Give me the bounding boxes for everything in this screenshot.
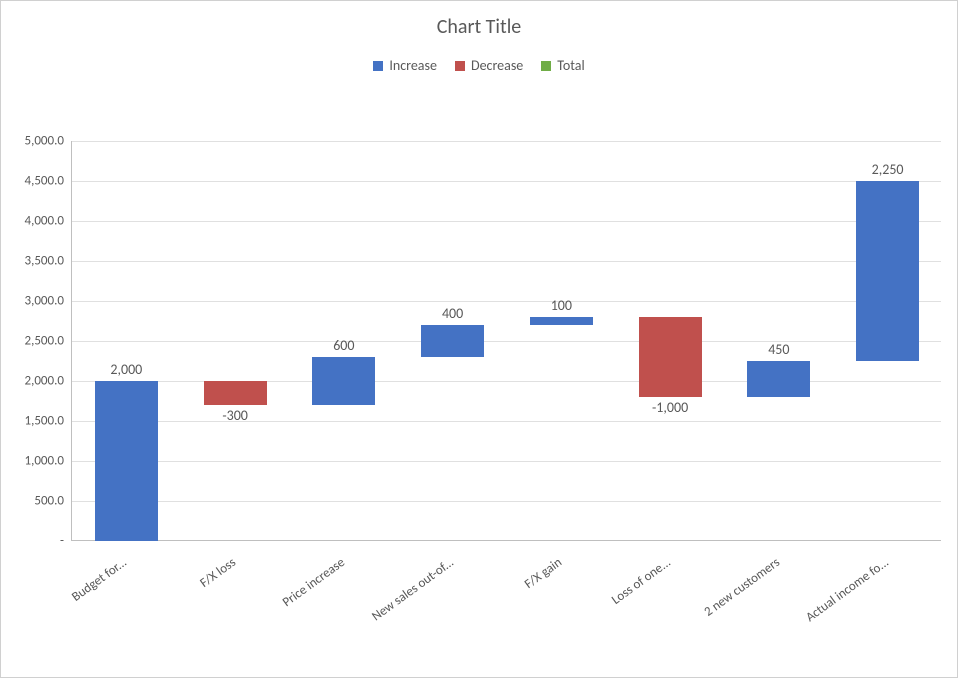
grid-line xyxy=(72,341,941,342)
bar-data-label: 450 xyxy=(747,341,810,358)
y-tick-label: 500.0 xyxy=(34,494,72,509)
x-axis-labels: Budget for... F/X loss Price increase New s… xyxy=(71,543,941,663)
y-tick-label: 4,500.0 xyxy=(25,174,72,189)
grid-line xyxy=(72,181,941,182)
x-tick-label: Actual income fo... xyxy=(803,555,892,625)
bar-data-label: 600 xyxy=(312,337,375,354)
legend-label: Decrease xyxy=(471,57,523,74)
grid-line xyxy=(72,141,941,142)
bar-data-label: 2,000 xyxy=(95,361,158,378)
bar-data-label: -1,000 xyxy=(639,399,702,416)
bar-increase xyxy=(856,181,919,361)
grid-line xyxy=(72,501,941,502)
grid-line xyxy=(72,381,941,382)
grid-line xyxy=(72,421,941,422)
bar-increase xyxy=(530,317,593,325)
grid-line xyxy=(72,261,941,262)
grid-line xyxy=(72,461,941,462)
x-tick-label: Loss of one... xyxy=(609,555,674,608)
y-tick-label: 1,000.0 xyxy=(25,454,72,469)
y-tick-label: 1,500.0 xyxy=(25,414,72,429)
legend-swatch xyxy=(373,61,383,71)
bar-increase xyxy=(95,381,158,541)
legend-swatch xyxy=(541,61,551,71)
chart-legend: Increase Decrease Total xyxy=(1,57,957,74)
bar-increase xyxy=(421,325,484,357)
y-tick-label: 3,000.0 xyxy=(25,294,72,309)
y-tick-label: 3,500.0 xyxy=(25,254,72,269)
bar-data-label: 400 xyxy=(421,305,484,322)
legend-item-total: Total xyxy=(541,57,584,74)
legend-item-decrease: Decrease xyxy=(455,57,523,74)
bar-data-label: -300 xyxy=(204,407,267,424)
y-tick-label: 4,000.0 xyxy=(25,214,72,229)
x-tick-label: Budget for... xyxy=(70,555,131,605)
bar-decrease xyxy=(204,381,267,405)
waterfall-chart: Chart Title Increase Decrease Total - 50… xyxy=(0,0,958,678)
legend-label: Increase xyxy=(389,57,437,74)
x-tick-label: 2 new customers xyxy=(701,555,782,620)
bar-decrease xyxy=(639,317,702,397)
grid-line xyxy=(72,301,941,302)
y-tick-label: 2,500.0 xyxy=(25,334,72,349)
legend-item-increase: Increase xyxy=(373,57,437,74)
legend-label: Total xyxy=(557,57,584,74)
y-tick-label: 2,000.0 xyxy=(25,374,72,389)
x-tick-label: F/X gain xyxy=(522,555,565,592)
x-tick-label: F/X loss xyxy=(198,555,239,591)
bar-increase xyxy=(747,361,810,397)
legend-swatch xyxy=(455,61,465,71)
x-tick-label: Price increase xyxy=(280,555,348,610)
bar-increase xyxy=(312,357,375,405)
grid-line xyxy=(72,221,941,222)
plot-area: - 500.0 1,000.0 1,500.0 2,000.0 2,500.0 … xyxy=(71,141,941,541)
bar-data-label: 2,250 xyxy=(856,161,919,178)
x-tick-label: New sales out-of... xyxy=(369,555,456,624)
y-tick-label: 5,000.0 xyxy=(25,134,72,149)
chart-title: Chart Title xyxy=(1,1,957,39)
bar-data-label: 100 xyxy=(530,297,593,314)
